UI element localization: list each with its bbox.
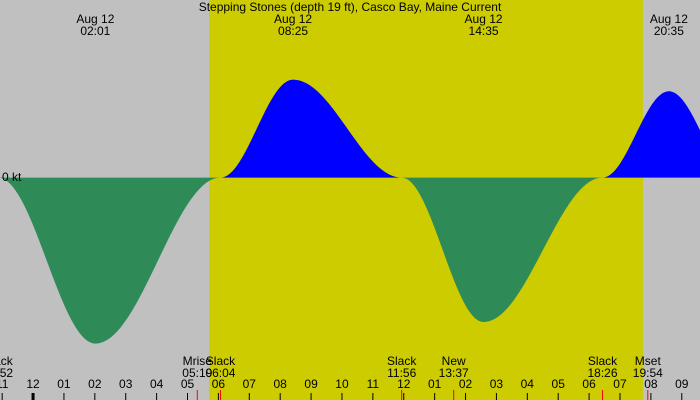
hour-label: 05 bbox=[181, 377, 195, 391]
event-label: Slack bbox=[0, 354, 14, 368]
hour-label: 02 bbox=[88, 377, 102, 391]
hour-label: 01 bbox=[57, 377, 71, 391]
event-time: 13:37 bbox=[439, 366, 469, 380]
event-label: Slack bbox=[206, 354, 236, 368]
hour-label: 09 bbox=[304, 377, 318, 391]
hour-label: 12 bbox=[397, 377, 411, 391]
hour-label: 04 bbox=[521, 377, 535, 391]
hour-label: 02 bbox=[459, 377, 473, 391]
event-time: 18:26 bbox=[587, 366, 617, 380]
hour-label: 07 bbox=[243, 377, 257, 391]
chart-title: Stepping Stones (depth 19 ft), Casco Bay… bbox=[199, 0, 502, 14]
flood-lobe bbox=[602, 91, 700, 178]
event-label: Mrise bbox=[183, 354, 213, 368]
ebb-lobe bbox=[0, 177, 221, 344]
event-time: 19:54 bbox=[633, 366, 663, 380]
hour-label: 06 bbox=[582, 377, 596, 391]
hour-label: 07 bbox=[613, 377, 627, 391]
hour-label: 10 bbox=[335, 377, 349, 391]
hour-label: 09 bbox=[675, 377, 689, 391]
hour-label: 08 bbox=[644, 377, 658, 391]
event-label: Slack bbox=[387, 354, 417, 368]
hour-label: 03 bbox=[490, 377, 504, 391]
event-time: 22:52 bbox=[0, 366, 13, 380]
max-time: 14:35 bbox=[469, 24, 499, 38]
ebb-lobe bbox=[401, 177, 603, 322]
max-date: Aug 12 bbox=[274, 12, 312, 26]
hour-label: 03 bbox=[119, 377, 133, 391]
hour-label: 04 bbox=[150, 377, 164, 391]
zero-label: 0 kt bbox=[2, 170, 22, 184]
event-time: 06:04 bbox=[205, 366, 235, 380]
max-date: Aug 12 bbox=[650, 12, 688, 26]
hour-label: 05 bbox=[552, 377, 566, 391]
max-time: 20:35 bbox=[654, 24, 684, 38]
event-time: 05:19 bbox=[182, 366, 212, 380]
hour-label: 06 bbox=[212, 377, 226, 391]
event-label: New bbox=[442, 354, 466, 368]
flood-lobe bbox=[220, 79, 402, 178]
hour-label: 12 bbox=[26, 377, 40, 391]
hour-label: 11 bbox=[0, 377, 9, 391]
hour-label: 11 bbox=[367, 377, 380, 391]
hour-label: 01 bbox=[428, 377, 442, 391]
max-date: Aug 12 bbox=[465, 12, 503, 26]
event-time: 11:56 bbox=[387, 366, 416, 380]
max-time: 08:25 bbox=[278, 24, 308, 38]
event-label: Slack bbox=[588, 354, 618, 368]
max-time: 02:01 bbox=[80, 24, 110, 38]
max-date: Aug 12 bbox=[76, 12, 114, 26]
hour-label: 08 bbox=[274, 377, 288, 391]
event-label: Mset bbox=[635, 354, 662, 368]
